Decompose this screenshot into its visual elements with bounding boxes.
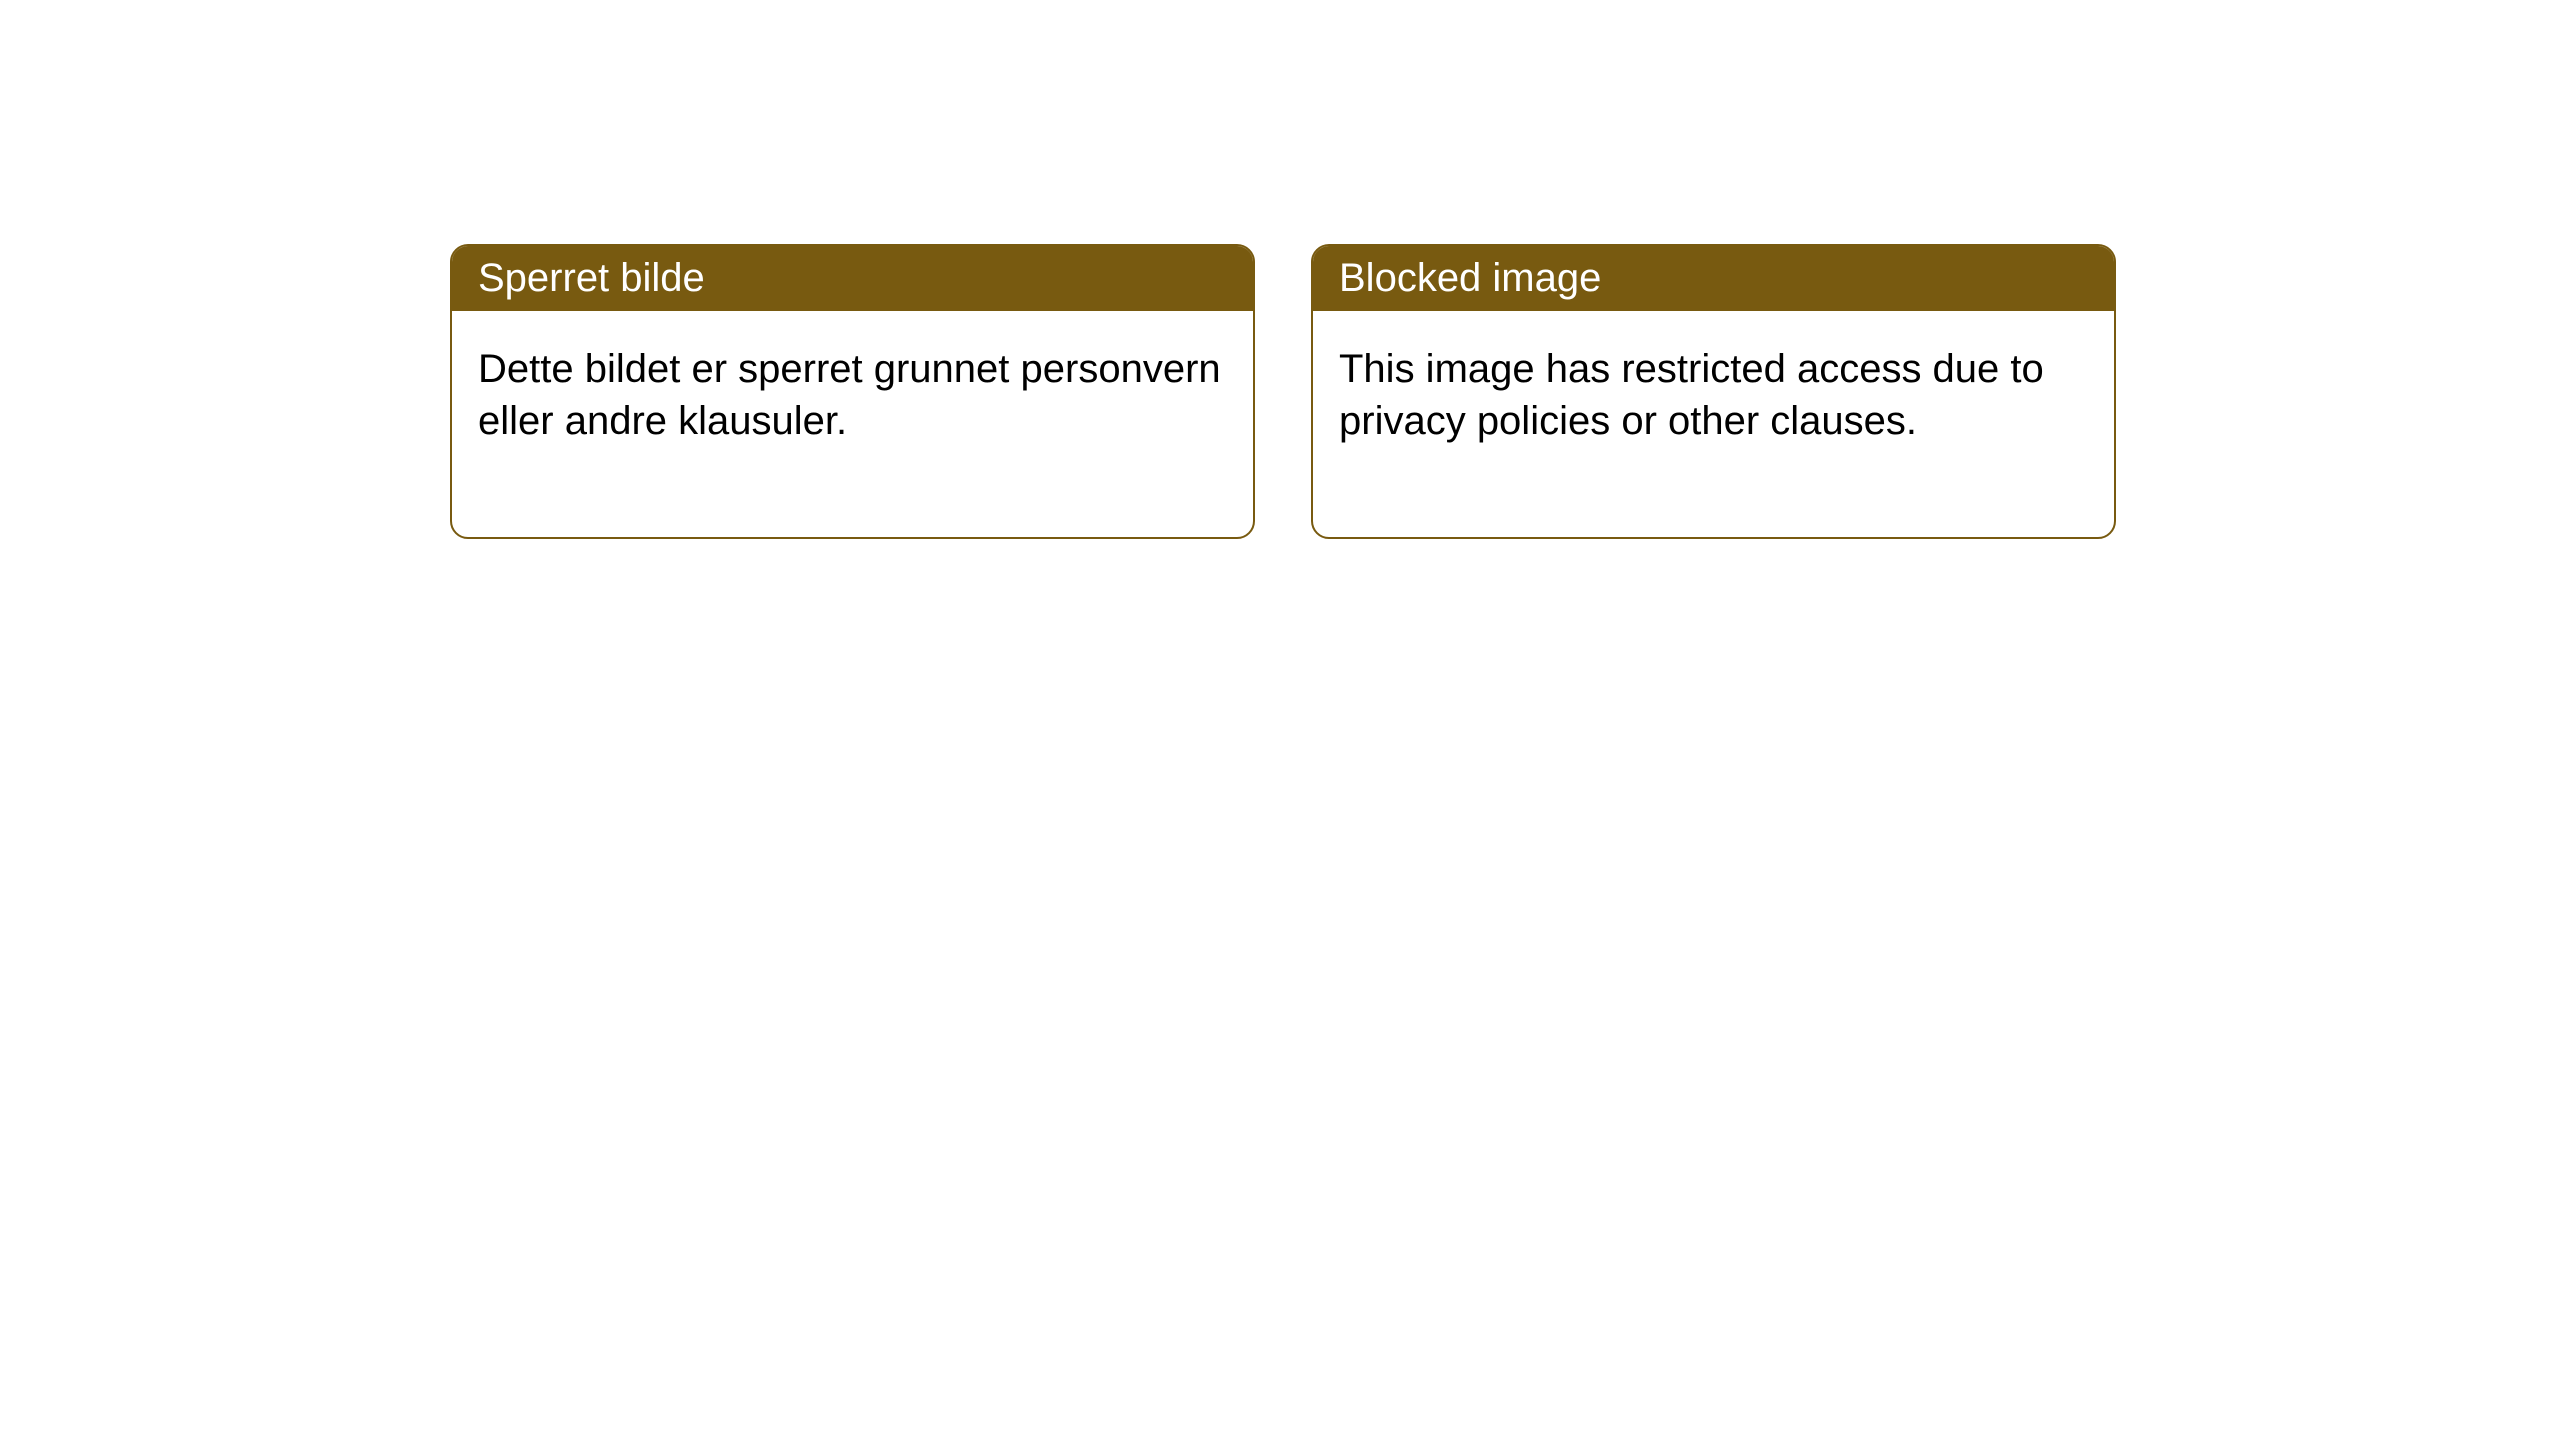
card-message-no: Dette bildet er sperret grunnet personve… [478,347,1221,443]
card-body-en: This image has restricted access due to … [1313,311,2114,537]
card-title-en: Blocked image [1339,256,1601,300]
blocked-image-notice-container: Sperret bilde Dette bildet er sperret gr… [450,244,2116,539]
card-message-en: This image has restricted access due to … [1339,347,2044,443]
card-body-no: Dette bildet er sperret grunnet personve… [452,311,1253,537]
card-title-no: Sperret bilde [478,256,705,300]
card-header-en: Blocked image [1313,246,2114,311]
card-header-no: Sperret bilde [452,246,1253,311]
blocked-image-card-no: Sperret bilde Dette bildet er sperret gr… [450,244,1255,539]
blocked-image-card-en: Blocked image This image has restricted … [1311,244,2116,539]
